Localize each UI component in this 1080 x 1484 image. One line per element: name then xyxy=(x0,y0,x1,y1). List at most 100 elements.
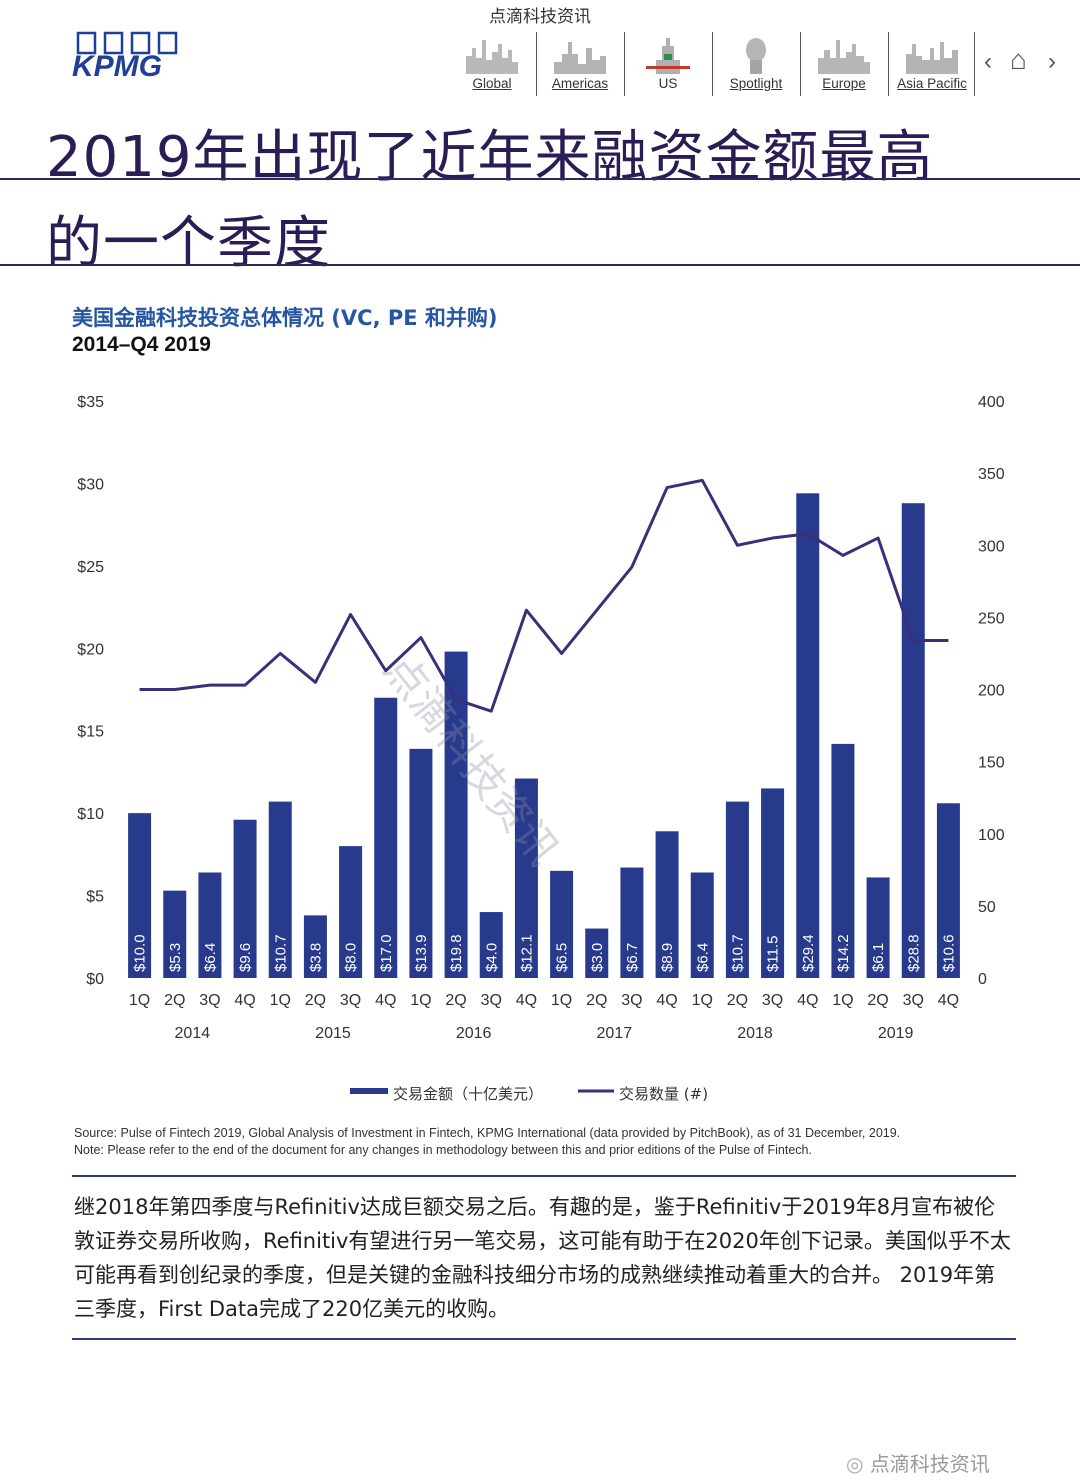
prev-arrow-icon[interactable]: ‹ xyxy=(984,48,992,75)
chart-bar xyxy=(479,912,503,978)
chart-bar xyxy=(620,867,644,978)
us-statue-icon xyxy=(646,38,690,74)
global-skyline-icon xyxy=(466,40,518,74)
chart-bar xyxy=(690,872,714,978)
chart-bar xyxy=(901,503,925,978)
x-axis-quarter-label: 4Q xyxy=(797,992,818,1009)
x-axis-quarter-label: 1Q xyxy=(692,992,713,1009)
kpmg-logo[interactable]: KPMG xyxy=(72,30,192,85)
bar-value-label: $8.9 xyxy=(659,943,676,972)
body-paragraph: 继2018年第四季度与Refinitiv达成巨额交易之后。有趣的是，鉴于Refi… xyxy=(74,1195,1011,1321)
bar-value-label: $10.0 xyxy=(132,934,149,972)
x-axis-quarter-label: 4Q xyxy=(516,992,537,1009)
chart-bar xyxy=(585,928,609,978)
chart-bar xyxy=(198,872,222,978)
x-axis-quarter-label: 1Q xyxy=(129,992,150,1009)
x-axis-quarter-label: 2Q xyxy=(727,992,748,1009)
footer-watermark-text: 点滴科技资讯 xyxy=(869,1452,990,1476)
chart-bar xyxy=(936,803,960,978)
legend-bar-label: 交易金额（十亿美元） xyxy=(393,1085,543,1103)
x-axis-quarter-label: 1Q xyxy=(551,992,572,1009)
x-axis-quarter-label: 3Q xyxy=(903,992,924,1009)
americas-skyline-icon xyxy=(554,42,606,74)
right-axis-tick-label: 350 xyxy=(978,466,1005,483)
x-axis-year-label: 2017 xyxy=(597,1025,633,1042)
bar-value-label: $5.3 xyxy=(167,943,184,972)
bar-value-label: $28.8 xyxy=(905,934,922,972)
bar-value-label: $3.0 xyxy=(589,943,606,972)
nav-asia-pacific[interactable]: Asia Pacific xyxy=(892,28,972,100)
chart-period: 2014–Q4 2019 xyxy=(72,333,211,356)
chart-bar xyxy=(233,819,257,978)
chart-bar xyxy=(303,915,327,978)
bar-value-label: $17.0 xyxy=(378,934,395,972)
bar-value-label: $11.5 xyxy=(765,936,782,972)
x-axis-year-label: 2014 xyxy=(175,1025,211,1042)
source-text: Source: Pulse of Fintech 2019, Global An… xyxy=(74,1126,901,1140)
x-axis-quarter-label: 3Q xyxy=(340,992,361,1009)
title-rule-2 xyxy=(0,264,1080,266)
right-axis-tick-label: 0 xyxy=(978,971,987,988)
chart-bar xyxy=(796,493,820,978)
page-title-line1: 2019年出现了近年来融资金额最高 xyxy=(46,125,934,190)
nav-spotlight[interactable]: Spotlight xyxy=(716,28,796,100)
source-note: Source: Pulse of Fintech 2019, Global An… xyxy=(74,1125,1014,1159)
top-watermark: 点滴科技资讯 xyxy=(489,7,591,27)
wechat-icon: ◎ xyxy=(846,1452,870,1476)
x-axis-quarter-label: 2Q xyxy=(445,992,466,1009)
chart-bar xyxy=(163,890,187,978)
left-axis-tick-label: $10 xyxy=(77,806,104,823)
chart-title: 美国金融科技投资总体情况 (VC, PE 和并购) xyxy=(72,306,498,330)
asia-pacific-skyline-icon xyxy=(906,42,958,74)
x-axis-year-label: 2015 xyxy=(315,1025,351,1042)
legend-line-label: 交易数量 (#) xyxy=(619,1085,708,1103)
right-axis-tick-label: 50 xyxy=(978,899,996,916)
left-axis-tick-label: $15 xyxy=(77,724,104,741)
bar-value-label: $10.6 xyxy=(940,934,957,972)
x-axis-quarter-label: 2Q xyxy=(867,992,888,1009)
next-arrow-icon[interactable]: › xyxy=(1048,48,1056,75)
chart-bar xyxy=(761,788,785,978)
nav-americas-label: Americas xyxy=(551,76,609,91)
nav-americas[interactable]: Americas xyxy=(540,28,620,100)
chart-bar xyxy=(655,831,679,978)
x-axis-quarter-label: 4Q xyxy=(656,992,677,1009)
nav-us[interactable]: US xyxy=(628,28,708,100)
bar-value-label: $14.2 xyxy=(835,934,852,972)
right-axis-tick-label: 100 xyxy=(978,827,1005,844)
left-axis-tick-label: $25 xyxy=(77,559,104,576)
bar-value-label: $10.7 xyxy=(272,934,289,972)
left-axis-tick-label: $0 xyxy=(86,971,104,988)
chart-bar xyxy=(128,813,152,978)
x-axis-year-label: 2019 xyxy=(878,1025,914,1042)
page-title-line2: 的一个季度 xyxy=(46,211,331,276)
home-icon[interactable]: ⌂ xyxy=(1010,44,1027,75)
bar-value-label: $6.1 xyxy=(870,943,887,972)
nav-europe[interactable]: Europe xyxy=(804,28,884,100)
chart-bar xyxy=(268,801,292,978)
nav-europe-label: Europe xyxy=(822,76,866,91)
right-axis-tick-label: 250 xyxy=(978,610,1005,627)
chart-bar xyxy=(725,801,749,978)
right-axis-tick-label: 300 xyxy=(978,538,1005,555)
chart-bar xyxy=(409,748,433,978)
bar-value-label: $4.0 xyxy=(483,943,500,972)
x-axis-year-label: 2018 xyxy=(737,1025,773,1042)
nav-global[interactable]: Global xyxy=(452,28,532,100)
footer-watermark: ◎ 点滴科技资讯 xyxy=(846,1448,990,1477)
chart-bar xyxy=(831,743,855,978)
chart-line-deal-count xyxy=(139,478,949,713)
spotlight-icon xyxy=(746,38,766,74)
left-axis-tick-label: $20 xyxy=(77,641,104,658)
x-axis-quarter-label: 3Q xyxy=(199,992,220,1009)
x-axis-quarter-label: 2Q xyxy=(305,992,326,1009)
right-axis-tick-label: 150 xyxy=(978,755,1005,772)
paragraph-rule-bottom xyxy=(72,1338,1016,1340)
chart-bar xyxy=(550,870,574,978)
chart-bar xyxy=(374,697,398,978)
nav-global-label: Global xyxy=(472,76,512,91)
bar-value-label: $6.7 xyxy=(624,943,641,972)
x-axis-quarter-label: 3Q xyxy=(481,992,502,1009)
right-axis-tick-label: 200 xyxy=(978,683,1005,700)
chart-bar xyxy=(444,651,468,978)
